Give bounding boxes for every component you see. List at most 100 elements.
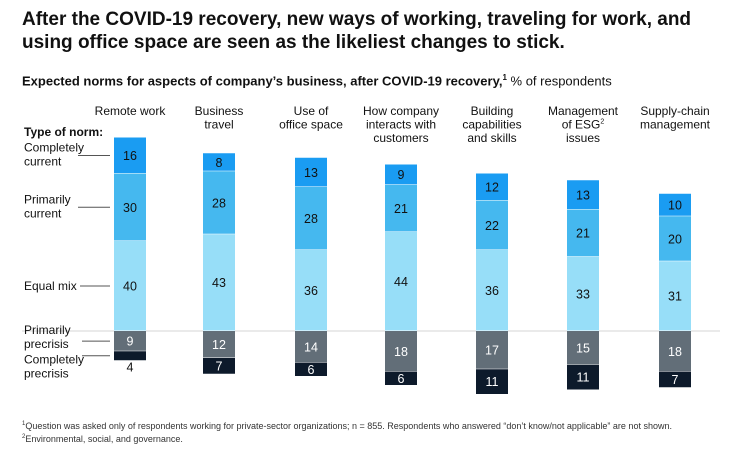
bar-segment xyxy=(659,261,691,331)
bar-segment xyxy=(476,331,508,370)
data-label: 9 xyxy=(127,335,134,349)
data-label: 43 xyxy=(212,276,226,290)
data-label: 36 xyxy=(304,284,318,298)
category-label: How company xyxy=(363,104,439,118)
bar-segment xyxy=(567,209,599,257)
data-label: 17 xyxy=(485,344,499,358)
subtitle-main: Expected norms for aspects of company’s … xyxy=(22,73,503,89)
category-label: interacts with xyxy=(366,118,436,132)
data-label: 8 xyxy=(216,156,223,170)
data-label: 28 xyxy=(212,196,226,210)
bar-segment xyxy=(114,241,146,331)
data-label: 33 xyxy=(576,287,590,301)
bar-segment xyxy=(659,216,691,262)
data-label: 20 xyxy=(668,232,682,246)
data-label: 15 xyxy=(576,341,590,355)
bar-segment xyxy=(567,331,599,365)
bar-segment xyxy=(203,358,235,374)
bar-segment xyxy=(203,153,235,172)
data-label: 16 xyxy=(123,149,137,163)
data-label: 18 xyxy=(668,345,682,359)
data-label: 12 xyxy=(485,181,499,195)
data-label: 36 xyxy=(485,284,499,298)
data-label: 21 xyxy=(576,227,590,241)
bar-segment xyxy=(114,351,146,361)
data-label: 10 xyxy=(668,199,682,213)
bar-segment xyxy=(385,331,417,372)
category-label: Business xyxy=(195,104,244,118)
data-label: 28 xyxy=(304,212,318,226)
chart-subtitle: Expected norms for aspects of company’s … xyxy=(22,70,732,89)
data-label: 12 xyxy=(212,338,226,352)
data-label: 30 xyxy=(123,201,137,215)
category-label: travel xyxy=(204,118,233,132)
category-label: and skills xyxy=(467,131,516,145)
bar-segment xyxy=(203,171,235,235)
bar-segment xyxy=(295,187,327,250)
data-label: 6 xyxy=(398,372,405,386)
legend-label: Completely xyxy=(24,141,84,155)
bar-segment xyxy=(476,250,508,331)
category-label: customers xyxy=(373,131,428,145)
bar-segment xyxy=(203,234,235,331)
bar-segment xyxy=(114,331,146,352)
category-label: Use of xyxy=(294,104,329,118)
bar-segment xyxy=(295,362,327,376)
category-label: Building xyxy=(471,104,514,118)
bar-segment xyxy=(114,173,146,241)
legend-label: current xyxy=(24,206,62,220)
headline: After the COVID-19 recovery, new ways of… xyxy=(22,9,692,53)
category-label: of ESG2 xyxy=(562,118,605,132)
data-label: 9 xyxy=(398,168,405,182)
bar-segment xyxy=(385,232,417,331)
data-label: 11 xyxy=(486,375,499,389)
data-label: 44 xyxy=(394,275,408,289)
bar-segment xyxy=(567,256,599,331)
bar-segment xyxy=(567,364,599,390)
bar-segment xyxy=(295,157,327,187)
data-label: 7 xyxy=(672,373,679,387)
category-label: management xyxy=(640,118,711,132)
data-label: 31 xyxy=(668,290,682,304)
category-label: Supply-chain xyxy=(640,104,709,118)
data-label: 13 xyxy=(576,188,590,202)
footnote-1: 1Question was asked only of respondents … xyxy=(22,421,672,431)
footnotes: 1Question was asked only of respondents … xyxy=(22,419,727,445)
data-label: 21 xyxy=(394,202,408,216)
legend-label: Primarily xyxy=(24,323,71,337)
legend-title: Type of norm: xyxy=(24,125,103,139)
category-label: capabilities xyxy=(462,118,521,132)
data-label: 7 xyxy=(216,359,223,373)
legend-label: Equal mix xyxy=(24,279,77,293)
footnote-2: 2Environmental, social, and governance. xyxy=(22,434,183,444)
bar-segment xyxy=(295,331,327,363)
data-label: 22 xyxy=(485,219,499,233)
legend-label: precrisis xyxy=(24,337,69,351)
category-label: office space xyxy=(279,118,343,132)
data-label: 18 xyxy=(394,345,408,359)
data-label: 13 xyxy=(304,166,318,180)
data-label: 14 xyxy=(304,340,318,354)
subtitle-footnote-marker: 1 xyxy=(502,73,507,82)
bar-segment xyxy=(476,369,508,394)
bar-segment xyxy=(114,137,146,174)
stacked-bar-chart: 16 30 40 9 4 Remote work 8 28 43 12 7 Businesstrave… xyxy=(22,104,720,394)
bar-segment xyxy=(385,371,417,385)
data-label: 11 xyxy=(577,371,590,385)
legend-label: Primarily xyxy=(24,192,71,206)
bar-segment xyxy=(385,184,417,232)
legend-label: precrisis xyxy=(24,366,69,380)
legend-label: current xyxy=(24,155,62,169)
category-label: Remote work xyxy=(95,104,167,118)
category-label: Management xyxy=(548,104,619,118)
bar-segment xyxy=(659,331,691,372)
bar-segment xyxy=(659,193,691,217)
bar-segment xyxy=(659,371,691,388)
data-label: 40 xyxy=(123,280,137,294)
category-label: issues xyxy=(566,131,600,145)
subtitle-unit: % of respondents xyxy=(506,73,612,89)
bar-segment xyxy=(476,173,508,201)
bar-segment xyxy=(567,180,599,210)
legend-label: Completely xyxy=(24,352,84,366)
bar-segment xyxy=(476,200,508,250)
